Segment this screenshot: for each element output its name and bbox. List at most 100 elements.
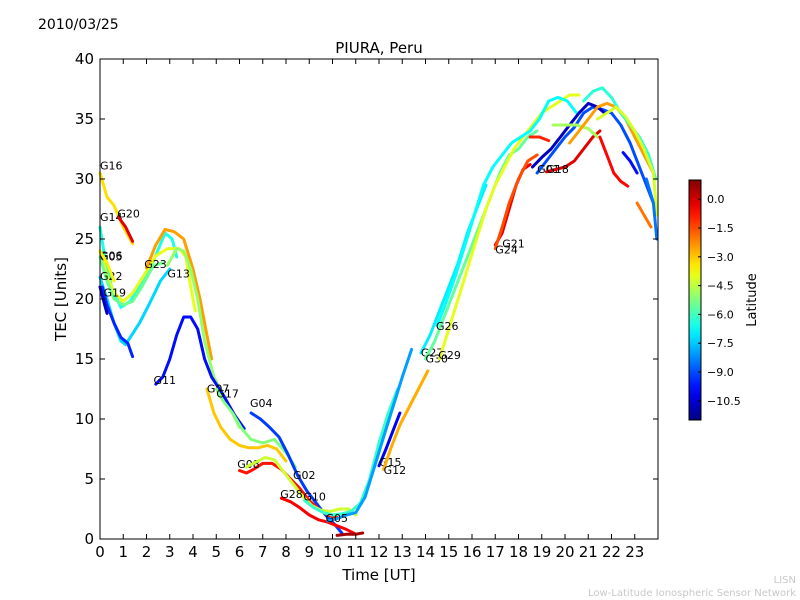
series-G29-22	[437, 93, 581, 361]
date-label: 2010/03/25	[38, 17, 119, 33]
x-tick-label: 20	[555, 543, 574, 561]
series-G14-1	[98, 225, 179, 309]
series-track-34	[598, 135, 630, 188]
series-G20-2	[117, 215, 135, 243]
series-G23-5	[145, 227, 214, 361]
y-tick-label: 10	[75, 410, 94, 428]
colorbar-tick-label: −1.5	[707, 222, 734, 235]
x-axis-label: Time [UT]	[341, 566, 415, 584]
x-tick-label: 12	[369, 543, 388, 561]
series-track-38	[335, 531, 365, 537]
series-G16-0	[98, 171, 135, 246]
satellite-label-G11: G11	[154, 374, 177, 387]
satellite-label-G20: G20	[117, 207, 140, 220]
x-tick-label: 5	[211, 543, 221, 561]
colorbar-tick-label: −3.0	[707, 251, 734, 264]
series-track-37	[644, 177, 659, 241]
x-tick-label: 4	[188, 543, 198, 561]
colorbar-tick-label: −7.5	[707, 337, 734, 350]
footer-lisn: LISN	[773, 575, 796, 586]
x-tick-label: 15	[439, 543, 458, 561]
series-G24-25	[493, 153, 539, 251]
x-tick-label: 7	[258, 543, 268, 561]
x-tick-label: 18	[509, 543, 528, 561]
series-track-29	[528, 135, 551, 143]
colorbar	[688, 179, 702, 421]
x-tick-label: 9	[304, 543, 314, 561]
x-tick-label: 3	[165, 543, 175, 561]
x-tick-label: 13	[393, 543, 412, 561]
x-tick-label: 0	[95, 543, 105, 561]
x-tick-label: 17	[486, 543, 505, 561]
x-tick-label: 19	[532, 543, 551, 561]
satellite-label-G07: G07	[207, 383, 230, 396]
y-tick-label: 40	[75, 50, 94, 68]
series-track-39	[98, 249, 116, 283]
series-G04-12	[249, 411, 344, 535]
series-G02-14	[245, 455, 358, 517]
colorbar-tick-label: −10.5	[707, 395, 741, 408]
series-G15-18	[377, 411, 402, 468]
x-tick-label: 6	[235, 543, 245, 561]
axes: 0 1 2 3 4 5 6 7 8 9 10 11 12 13 14 15 16 17 18 19 20 21 22 2305…	[75, 50, 658, 561]
series-G17-11	[214, 387, 297, 469]
x-tick-label: 21	[579, 543, 598, 561]
satellite-label-G05: G05	[326, 512, 349, 525]
series-track-33	[596, 105, 659, 217]
series-G10-16	[303, 387, 400, 517]
y-tick-label: 0	[84, 530, 94, 548]
satellite-label-G21: G21	[502, 237, 525, 250]
colorbar-tick-label: −6.0	[707, 308, 734, 321]
series-G01-26	[535, 105, 658, 211]
y-tick-label: 15	[75, 350, 94, 368]
x-tick-label: 16	[462, 543, 481, 561]
satellite-label-G14: G14	[100, 211, 123, 224]
colorbar-ticks: 0.0 −1.5 −3.0 −4.5 −6.0 −7.5 −9.0 −10.5	[698, 193, 741, 408]
y-axis-label: TEC [Units]	[52, 257, 70, 342]
colorbar-tick-label: 0.0	[707, 193, 725, 206]
satellite-label-G19: G19	[104, 287, 127, 300]
y-tick-label: 20	[75, 290, 94, 308]
series-G26-23	[435, 95, 579, 327]
x-tick-label: 8	[281, 543, 291, 561]
x-tick-label: 14	[416, 543, 435, 561]
series-G11-9	[154, 315, 246, 431]
satellite-label-G13: G13	[167, 267, 190, 280]
satellite-label-G26: G26	[436, 320, 459, 333]
footer-network-name: Low-Latitude Ionospheric Sensor Network	[588, 588, 796, 599]
series-G28-15	[279, 496, 358, 536]
colorbar-tick-label: −9.0	[707, 366, 734, 379]
x-tick-label: 1	[118, 543, 128, 561]
y-tick-label: 5	[84, 470, 94, 488]
colorbar-tick-label: −4.5	[707, 280, 734, 293]
satellite-label-G02: G02	[293, 469, 316, 482]
satellite-label-G16: G16	[100, 159, 123, 172]
series-track-40	[98, 285, 109, 315]
x-tick-label: 10	[323, 543, 342, 561]
y-tick-label: 25	[75, 230, 94, 248]
satellite-label-G17: G17	[216, 387, 239, 400]
series-G18-27	[544, 129, 602, 174]
series-track-35	[621, 151, 639, 175]
satellite-label-G10: G10	[303, 491, 326, 504]
series-G12-19	[382, 369, 430, 471]
colorbar-label: Latitude	[745, 273, 760, 327]
series-track-36	[635, 201, 653, 229]
y-tick-label: 30	[75, 170, 94, 188]
satellite-label-G18: G18	[546, 163, 569, 176]
series-G05-17	[326, 347, 414, 523]
series-track-30	[551, 123, 599, 139]
series-G05-4	[98, 255, 165, 307]
x-tick-label: 11	[346, 543, 365, 561]
satellite-label-G24: G24	[495, 243, 518, 256]
series-track-31	[568, 101, 655, 175]
x-tick-label: 22	[602, 543, 621, 561]
series-G19-8	[100, 285, 135, 359]
x-tick-label: 2	[142, 543, 152, 561]
satellite-label-G04: G04	[250, 397, 273, 410]
satellite-label-G29: G29	[438, 349, 461, 362]
y-tick-label: 35	[75, 110, 94, 128]
satellite-label-G12: G12	[384, 464, 407, 477]
